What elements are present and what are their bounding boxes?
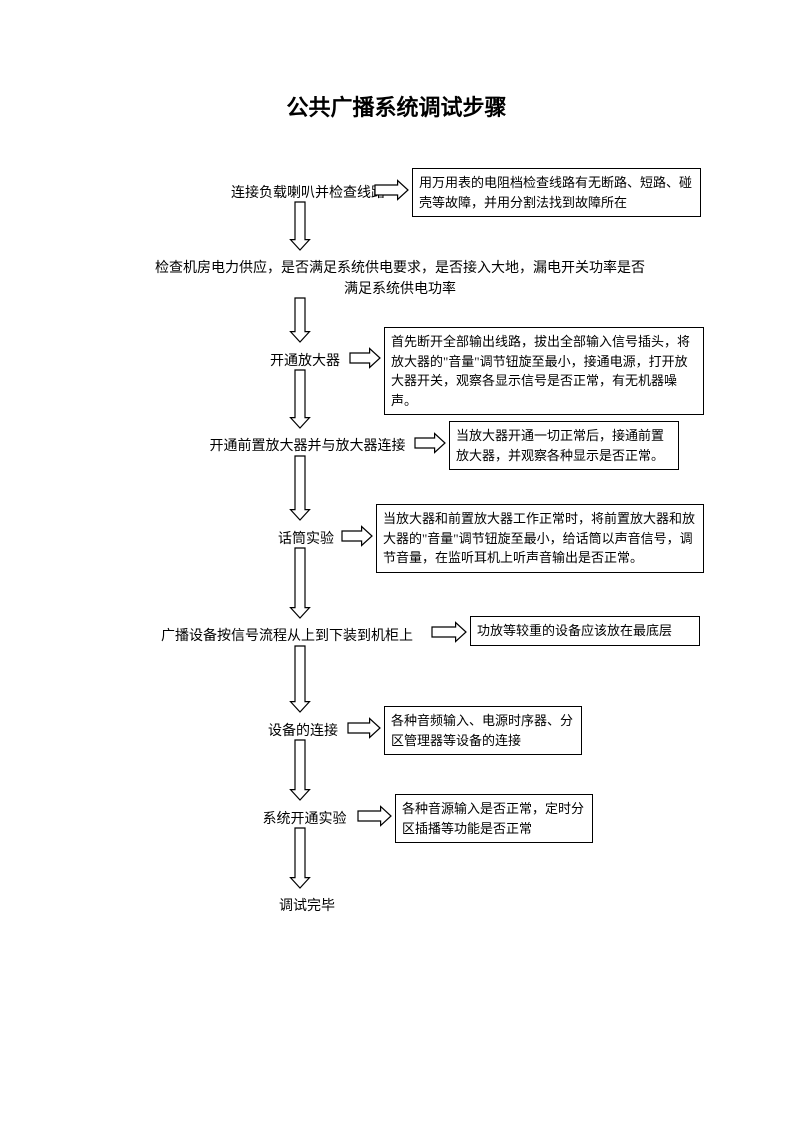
note-n3: 首先断开全部输出线路，拔出全部输入信号插头，将放大器的"音量"调节钮旋至最小，接… [384, 327, 704, 415]
note-n8: 各种音源输入是否正常，定时分区插播等功能是否正常 [395, 794, 593, 843]
step-s2: 检查机房电力供应，是否满足系统供电要求，是否接入大地，漏电开关功率是否 满足系统… [100, 258, 700, 300]
arrow [288, 536, 312, 630]
step-s6: 广播设备按信号流程从上到下装到机柜上 [142, 625, 432, 645]
arrow [288, 444, 312, 532]
note-n4: 当放大器开通一切正常后，接通前置放大器，并观察各种显示是否正常。 [449, 421, 679, 470]
arrow [420, 620, 478, 644]
arrow [288, 358, 312, 440]
arrow [288, 816, 312, 900]
note-n6: 功放等较重的设备应该放在最底层 [470, 616, 700, 646]
arrow [363, 178, 420, 202]
flowchart-canvas: 公共广播系统调试步骤 连接负载喇叭并检查线路检查机房电力供应，是否满足系统供电要… [0, 0, 793, 1122]
arrow [338, 346, 392, 370]
arrow [346, 804, 403, 828]
arrow [288, 286, 312, 354]
arrow [336, 716, 392, 740]
arrow [403, 431, 457, 455]
page-title: 公共广播系统调试步骤 [0, 90, 793, 122]
arrow [288, 728, 312, 812]
note-n7: 各种音频输入、电源时序器、分区管理器等设备的连接 [384, 706, 582, 755]
arrow [288, 634, 312, 724]
note-n1: 用万用表的电阻档检查线路有无断路、短路、碰壳等故障，并用分割法找到故障所在 [412, 168, 701, 217]
arrow [330, 524, 384, 548]
arrow [288, 190, 312, 262]
note-n5: 当放大器和前置放大器工作正常时，将前置放大器和放大器的"音量"调节钮旋至最小，给… [376, 504, 704, 573]
